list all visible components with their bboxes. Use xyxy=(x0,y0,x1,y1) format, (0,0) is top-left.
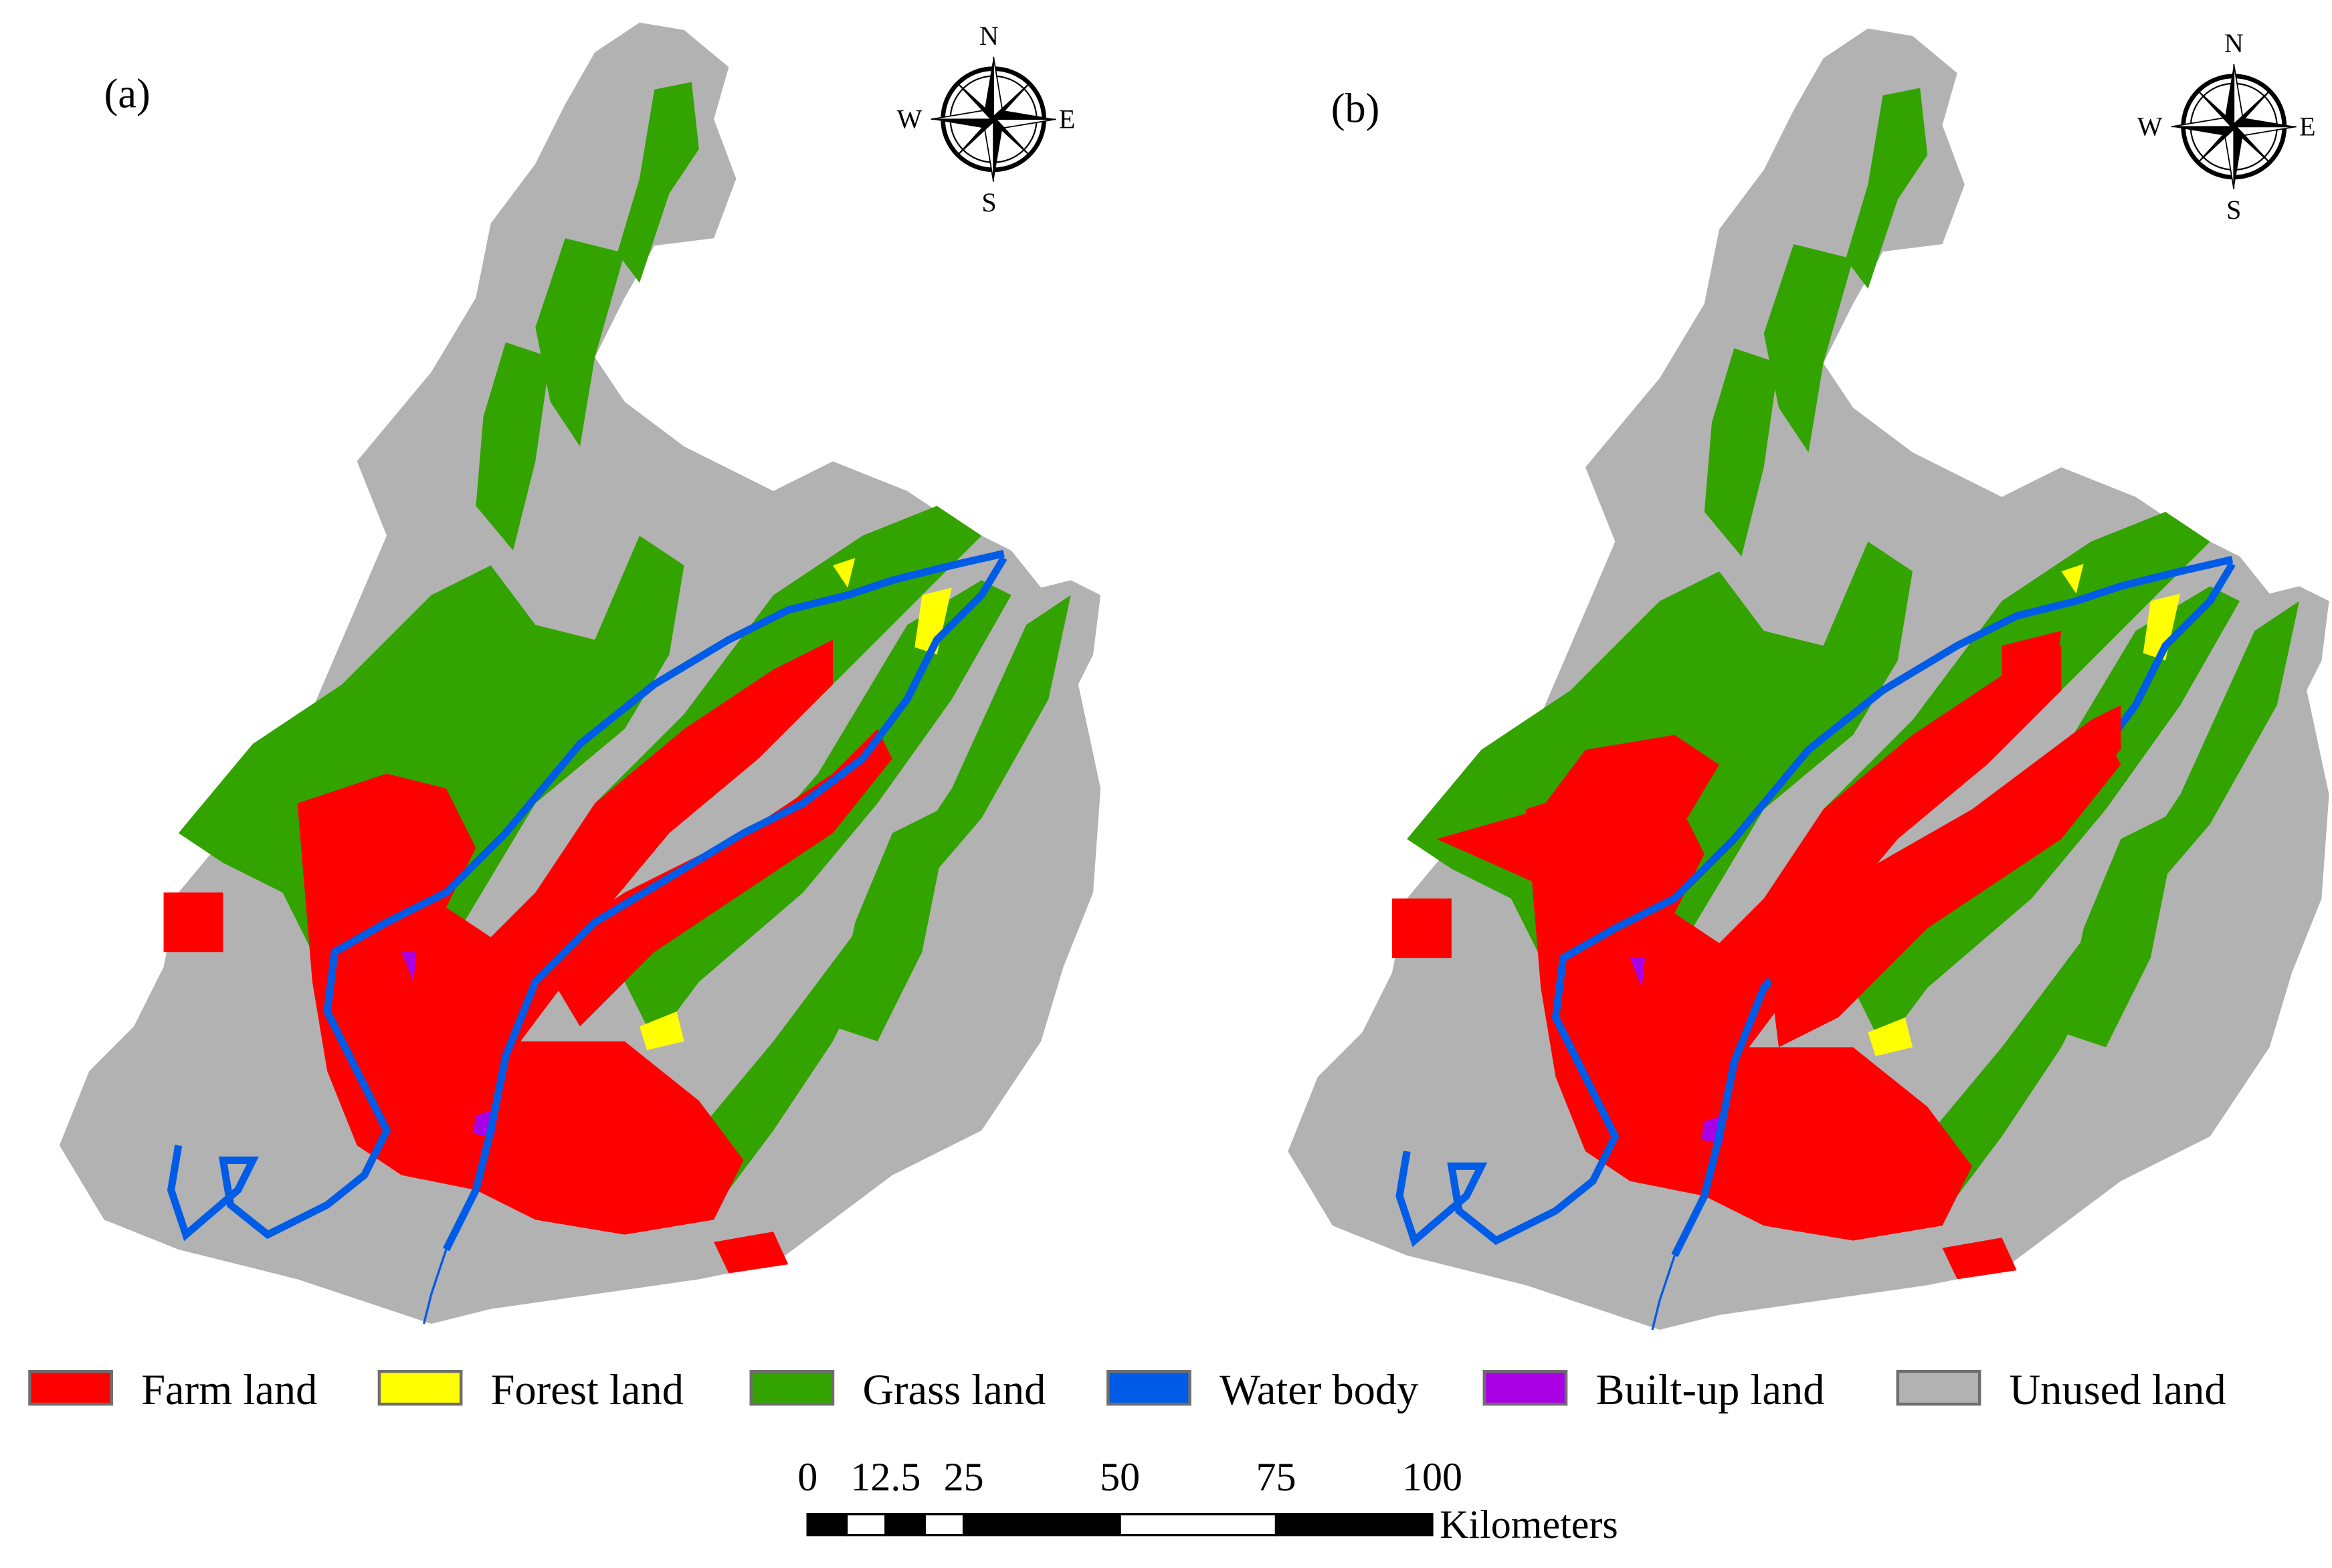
scale-segment xyxy=(845,1512,887,1537)
legend-label: Forest land xyxy=(491,1366,684,1413)
compass-letter: S xyxy=(981,187,996,217)
scale-segment xyxy=(884,1512,926,1537)
scale-segment xyxy=(806,1512,848,1537)
scale-label: 50 xyxy=(1100,1455,1140,1499)
compass-letter: W xyxy=(2137,112,2163,142)
scale-segment xyxy=(1119,1512,1278,1537)
legend-label: Built-up land xyxy=(1596,1366,1825,1413)
legend-label: Water body xyxy=(1220,1366,1418,1413)
map-a xyxy=(60,23,1100,1324)
legend: Farm land Forest land Grass land Water body… xyxy=(28,1366,2226,1413)
scale-segment xyxy=(1274,1512,1434,1537)
legend-swatch xyxy=(1482,1369,1568,1406)
legend-swatch xyxy=(28,1369,113,1406)
compass-letter: N xyxy=(2224,28,2244,58)
scale-segment xyxy=(923,1512,965,1537)
compass-letter: S xyxy=(2226,195,2241,225)
compass-letter: N xyxy=(979,21,999,51)
scale-segment xyxy=(962,1512,1121,1537)
scale-label: 0 xyxy=(797,1455,817,1499)
scale-label: 25 xyxy=(944,1455,984,1499)
legend-swatch xyxy=(749,1369,835,1406)
compass-letter: E xyxy=(1059,104,1075,134)
legend-label: Unused land xyxy=(2010,1366,2226,1413)
legend-swatch xyxy=(377,1369,463,1406)
compass-a: N S W E xyxy=(897,21,1076,217)
map-b xyxy=(1288,29,2329,1330)
scale-label: 100 xyxy=(1402,1455,1462,1499)
scale-label: 75 xyxy=(1256,1455,1296,1499)
compass-b: N S W E xyxy=(2137,28,2316,225)
compass-letter: W xyxy=(897,104,922,134)
legend-swatch xyxy=(1896,1369,1981,1406)
compass-letter: E xyxy=(2299,112,2315,142)
scale-unit: Kilometers xyxy=(1440,1502,1618,1547)
panel-label: (a) xyxy=(104,71,151,116)
legend-label: Farm land xyxy=(141,1366,317,1413)
scale-label: 12.5 xyxy=(850,1455,920,1499)
legend-label: Grass land xyxy=(862,1366,1046,1413)
legend-swatch xyxy=(1106,1369,1191,1406)
panel-label: (b) xyxy=(1331,86,1380,132)
